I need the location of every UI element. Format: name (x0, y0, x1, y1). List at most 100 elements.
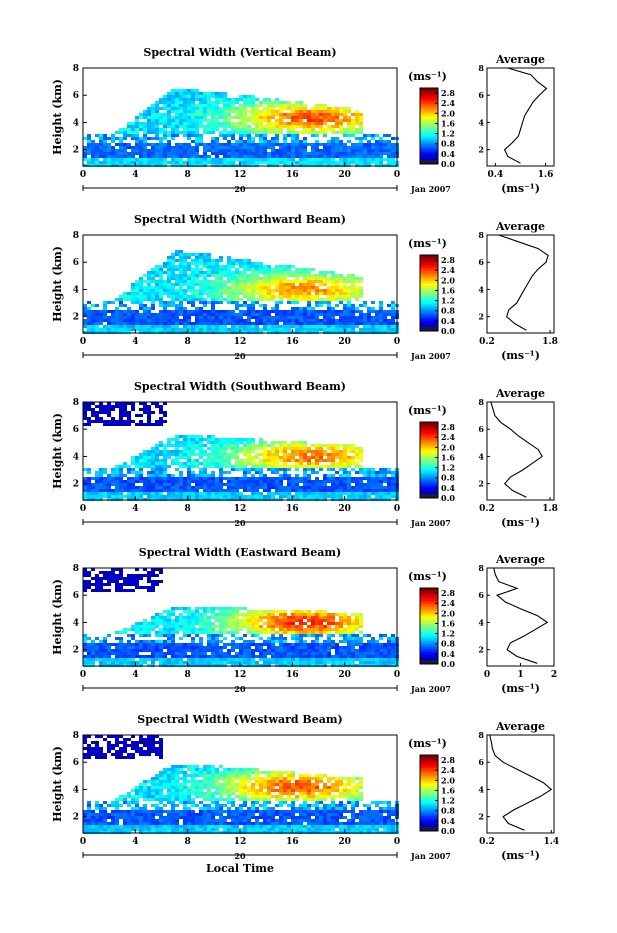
x-tick-label: 12 (234, 337, 247, 347)
average-y-tick-label: 6 (478, 757, 484, 767)
date-label: Jan 2007 (410, 518, 451, 528)
colorbar-tick-label: 2.4 (441, 98, 455, 108)
average-y-tick-label: 2 (478, 312, 484, 322)
y-tick-label: 8 (73, 231, 79, 241)
y-tick-label: 4 (73, 452, 79, 462)
colorbar-tick-label: 0.8 (441, 806, 455, 816)
average-y-tick-label: 2 (478, 645, 484, 655)
colorbar-low-band (420, 660, 438, 664)
y-axis-label: Height (km) (51, 413, 64, 489)
x-tick-label: 8 (185, 337, 191, 347)
average-y-tick-label: 2 (478, 479, 484, 489)
y-tick-label: 6 (73, 91, 79, 101)
average-y-tick-label: 8 (478, 63, 484, 73)
day-label: 20 (234, 184, 246, 194)
panel-5: Spectral Width (Westward Beam)2468Height… (51, 713, 559, 875)
colorbar: 0.00.40.81.21.62.02.42.8 (420, 755, 455, 836)
colorbar-tick-label: 2.4 (441, 598, 455, 608)
colorbar-tick-label: 2.0 (441, 275, 455, 285)
x-tick-label: 12 (234, 504, 247, 514)
x-tick-label: 20 (338, 337, 351, 347)
x-tick-label: 4 (132, 337, 138, 347)
x-tick-label: 4 (132, 170, 138, 180)
x-tick-label: 8 (185, 170, 191, 180)
colorbar-tick-label: 0.0 (441, 659, 455, 669)
average-x-tick-label: 0 (484, 670, 490, 680)
x-tick-label: 0 (80, 837, 86, 847)
average-y-tick-label: 4 (478, 117, 484, 127)
average-line (499, 235, 548, 330)
average-line (490, 735, 552, 830)
y-tick-label: 4 (73, 618, 79, 628)
y-tick-label: 8 (73, 731, 79, 741)
average-x-label: (ms⁻¹) (501, 682, 540, 695)
day-label: 20 (234, 518, 246, 528)
x-tick-label: 8 (185, 504, 191, 514)
y-tick-label: 8 (73, 398, 79, 408)
x-tick-label: 4 (132, 670, 138, 680)
x-tick-label: 4 (132, 837, 138, 847)
colorbar-unit: (ms⁻¹) (408, 404, 447, 417)
colorbar-tick-label: 2.0 (441, 608, 455, 618)
x-tick-label: 16 (286, 504, 299, 514)
panel-2: Spectral Width (Northward Beam)2468Heigh… (51, 213, 558, 362)
average-x-label: (ms⁻¹) (501, 516, 540, 529)
y-axis-label: Height (km) (51, 579, 64, 655)
y-axis-label: Height (km) (51, 246, 64, 322)
y-axis-label: Height (km) (51, 746, 64, 822)
average-y-tick-label: 8 (478, 397, 484, 407)
colorbar-tick-label: 2.0 (441, 108, 455, 118)
y-tick-label: 8 (73, 564, 79, 574)
average-title: Average (495, 53, 545, 66)
heatmap-cells (83, 250, 399, 334)
average-frame (487, 568, 554, 666)
average-y-tick-label: 6 (478, 590, 484, 600)
colorbar-tick-label: 0.4 (441, 816, 455, 826)
heatmap-cells (83, 89, 399, 167)
colorbar-unit: (ms⁻¹) (408, 570, 447, 583)
panel-title: Spectral Width (Vertical Beam) (143, 46, 336, 59)
colorbar-tick-label: 2.8 (441, 755, 455, 765)
average-title: Average (495, 553, 545, 566)
average-y-tick-label: 4 (478, 784, 484, 794)
x-tick-label: 0 (80, 670, 86, 680)
colorbar-low-band (420, 494, 438, 498)
heatmap-cells (83, 568, 399, 667)
colorbar-tick-label: 2.4 (441, 432, 455, 442)
average-title: Average (495, 720, 545, 733)
x-tick-label: 0 (394, 170, 400, 180)
colorbar-low-band (420, 160, 438, 164)
colorbar-tick-label: 1.2 (441, 796, 455, 806)
colorbar-tick-label: 2.4 (441, 265, 455, 275)
average-x-tick-label: 0.2 (479, 504, 495, 514)
colorbar-tick-label: 0.8 (441, 639, 455, 649)
colorbar-tick-label: 1.6 (441, 452, 455, 462)
colorbar-tick-label: 2.8 (441, 588, 455, 598)
colorbar-tick-label: 2.8 (441, 422, 455, 432)
colorbar-tick-label: 0.0 (441, 493, 455, 503)
x-tick-label: 4 (132, 504, 138, 514)
average-y-tick-label: 8 (478, 730, 484, 740)
average-x-tick-label: 1.8 (542, 504, 558, 514)
date-label: Jan 2007 (410, 684, 451, 694)
colorbar-low-band (420, 327, 438, 331)
average-x-tick-label: 0.2 (479, 837, 495, 847)
average-y-tick-label: 4 (478, 617, 484, 627)
colorbar-tick-label: 1.2 (441, 296, 455, 306)
y-tick-label: 4 (73, 285, 79, 295)
average-y-tick-label: 8 (478, 230, 484, 240)
colorbar-tick-label: 0.8 (441, 473, 455, 483)
date-label: Jan 2007 (410, 351, 451, 361)
x-tick-label: 12 (234, 670, 247, 680)
y-tick-label: 2 (73, 646, 79, 656)
heatmap-cells (83, 735, 399, 834)
colorbar-tick-label: 0.0 (441, 826, 455, 836)
colorbar-tick-label: 1.6 (441, 118, 455, 128)
average-frame (487, 235, 554, 333)
x-tick-label: 20 (338, 504, 351, 514)
panel-title: Spectral Width (Northward Beam) (134, 213, 346, 226)
